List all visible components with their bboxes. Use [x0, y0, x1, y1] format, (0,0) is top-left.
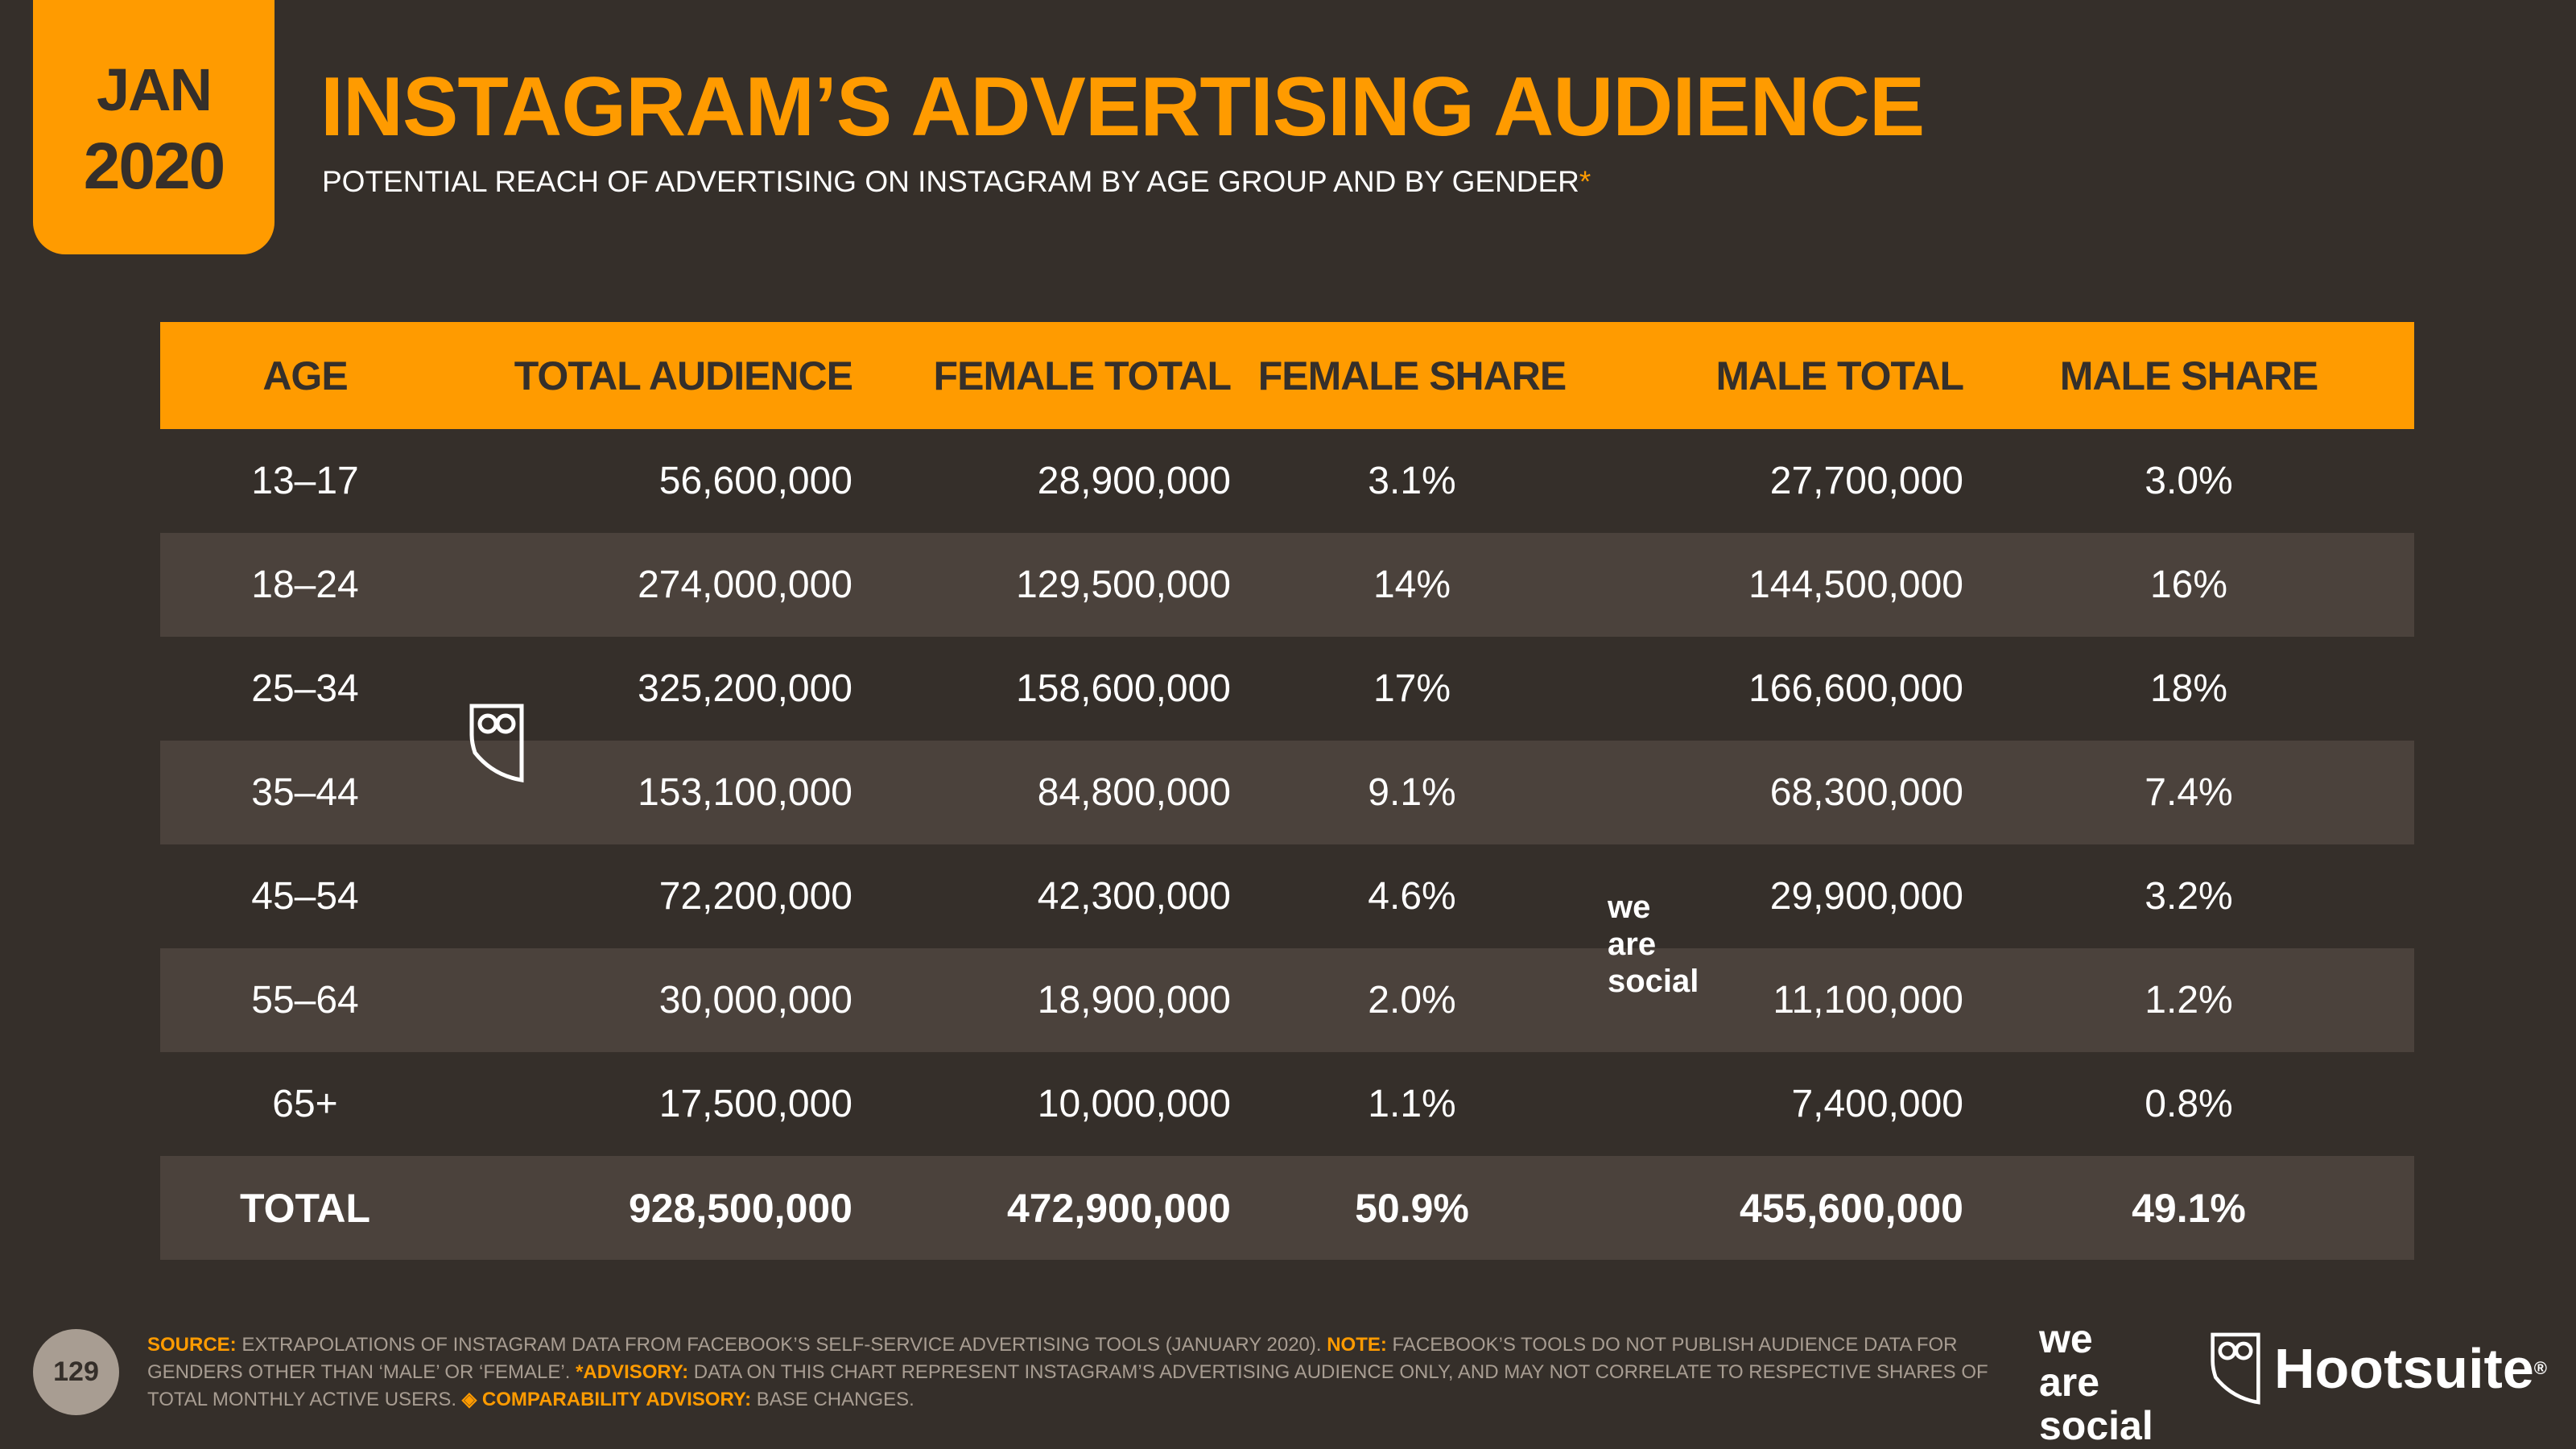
- cell-age: TOTAL: [160, 1156, 450, 1260]
- date-badge: JAN 2020: [33, 0, 275, 254]
- cell-male-total: 7,400,000: [1791, 1083, 1963, 1125]
- cell-male-total: 29,900,000: [1769, 875, 1963, 918]
- header-total-audience: TOTAL AUDIENCE: [450, 322, 853, 429]
- cell-male-total: 455,600,000: [1593, 1156, 1963, 1260]
- cell-female-total: 42,300,000: [1037, 875, 1231, 918]
- cell-total-audience: 56,600,000: [658, 460, 852, 502]
- cell-age: 55–64: [160, 948, 450, 1052]
- header-age: AGE: [160, 322, 450, 429]
- cell-age: 18–24: [160, 533, 450, 637]
- hootsuite-wordmark: Hootsuite®: [2274, 1336, 2547, 1401]
- table-row: 45–54 72,200,000 42,300,000 4.6% 29,900,000 3…: [160, 844, 2414, 948]
- source-label: SOURCE:: [147, 1334, 237, 1356]
- cell-female-total: 129,500,000: [852, 533, 1231, 637]
- cell-female-share: 50.9%: [1231, 1156, 1593, 1260]
- watermark-are: are: [1608, 927, 1657, 962]
- cell-male-share: 16%: [1963, 533, 2414, 637]
- cell-female-total: 10,000,000: [1037, 1083, 1231, 1125]
- table-row: 18–24 274,000,000 129,500,000 14% 144,500,00…: [160, 533, 2414, 637]
- cell-age: 65+: [272, 1083, 338, 1125]
- table-row: 55–64 30,000,000 18,900,000 2.0% 11,100,000 1…: [160, 948, 2414, 1052]
- cell-male-total: 144,500,000: [1593, 533, 1963, 637]
- cell-total-audience: 325,200,000: [638, 667, 852, 710]
- advisory-text: DATA ON THIS CHART REPRESENT INSTAGRAM’S…: [147, 1361, 1988, 1410]
- cell-male-total: 166,600,000: [1748, 667, 1963, 710]
- cell-total-audience: 153,100,000: [450, 741, 852, 844]
- header-male-total: MALE TOTAL: [1593, 322, 1964, 429]
- page-number: 129: [33, 1329, 119, 1415]
- cell-female-share: 4.6%: [1368, 875, 1456, 918]
- cell-male-share: 7.4%: [1963, 741, 2414, 844]
- hootsuite-owl-watermark-icon: [469, 704, 524, 782]
- note-label: NOTE:: [1327, 1334, 1387, 1356]
- cell-female-total: 158,600,000: [1016, 667, 1231, 710]
- cell-male-share: 49.1%: [1963, 1156, 2414, 1260]
- cell-male-share: 0.8%: [2145, 1083, 2233, 1125]
- hootsuite-owl-icon: [2211, 1332, 2260, 1405]
- badge-month: JAN: [96, 56, 213, 123]
- page-title: INSTAGRAM’S ADVERTISING AUDIENCE: [320, 60, 1925, 154]
- subtitle-text: POTENTIAL REACH OF ADVERTISING ON INSTAG…: [322, 165, 1579, 198]
- cell-age: 45–54: [251, 875, 359, 918]
- cell-male-total: 68,300,000: [1593, 741, 1963, 844]
- page-subtitle: POTENTIAL REACH OF ADVERTISING ON INSTAG…: [322, 164, 1591, 200]
- logo-are: are: [2039, 1360, 2100, 1405]
- cell-female-share: 3.1%: [1368, 460, 1456, 502]
- cell-total-audience: 30,000,000: [450, 948, 852, 1052]
- comparability-text: BASE CHANGES.: [751, 1389, 914, 1410]
- footer-notes: SOURCE: EXTRAPOLATIONS OF INSTAGRAM DATA…: [147, 1331, 1999, 1414]
- badge-year: 2020: [83, 130, 225, 203]
- cell-total-audience: 928,500,000: [450, 1156, 852, 1260]
- source-text: EXTRAPOLATIONS OF INSTAGRAM DATA FROM FA…: [236, 1334, 1327, 1356]
- cell-female-total: 84,800,000: [852, 741, 1231, 844]
- subtitle-asterisk: *: [1579, 165, 1591, 198]
- header-female-share: FEMALE SHARE: [1231, 322, 1593, 429]
- cell-female-share: 2.0%: [1231, 948, 1593, 1052]
- cell-male-share: 3.2%: [2145, 875, 2233, 918]
- cell-female-share: 9.1%: [1231, 741, 1593, 844]
- table-header-row: AGE TOTAL AUDIENCE FEMALE TOTAL FEMALE S…: [160, 322, 2414, 429]
- header-female-total: FEMALE TOTAL: [852, 322, 1232, 429]
- cell-total-audience: 72,200,000: [658, 875, 852, 918]
- cell-female-total: 472,900,000: [852, 1156, 1231, 1260]
- table-row: 25–34 325,200,000 158,600,000 17% 166,600,00…: [160, 637, 2414, 741]
- cell-male-share: 18%: [2149, 667, 2228, 710]
- watermark-we: we: [1608, 890, 1651, 925]
- cell-total-audience: 17,500,000: [658, 1083, 852, 1125]
- audience-table: AGE TOTAL AUDIENCE FEMALE TOTAL FEMALE S…: [160, 322, 2414, 1260]
- registered-mark: ®: [2533, 1358, 2547, 1378]
- cell-total-audience: 274,000,000: [450, 533, 852, 637]
- header-male-share: MALE SHARE: [1963, 322, 2414, 429]
- hootsuite-logo: Hootsuite®: [2210, 1328, 2547, 1409]
- cell-male-share: 1.2%: [1963, 948, 2414, 1052]
- cell-age: 35–44: [160, 741, 450, 844]
- cell-male-share: 3.0%: [2145, 460, 2233, 502]
- logo-social: social: [2039, 1403, 2153, 1448]
- cell-age: 13–17: [251, 460, 359, 502]
- cell-female-share: 1.1%: [1368, 1083, 1456, 1125]
- table-row: 35–44 153,100,000 84,800,000 9.1% 68,300,000…: [160, 741, 2414, 844]
- logo-we: we: [2039, 1316, 2093, 1361]
- total-row: TOTAL 928,500,000 472,900,000 50.9% 455,600,…: [160, 1156, 2414, 1260]
- watermark-social: social: [1608, 964, 1699, 999]
- cell-female-share: 14%: [1231, 533, 1593, 637]
- cell-female-total: 18,900,000: [852, 948, 1231, 1052]
- cell-female-total: 28,900,000: [1037, 460, 1231, 502]
- cell-male-total: 27,700,000: [1769, 460, 1963, 502]
- table-row: 13–17 56,600,000 28,900,000 3.1% 27,700,000 3…: [160, 429, 2414, 533]
- note-text: FACEBOOK’S TOOLS DO NOT PUBLISH AUDIENCE…: [147, 1334, 1958, 1383]
- we-are-social-logo: we are social: [2039, 1317, 2153, 1447]
- hootsuite-name: Hootsuite: [2274, 1337, 2534, 1400]
- comparability-label: ◈ COMPARABILITY ADVISORY:: [461, 1389, 752, 1410]
- we-are-social-watermark: we are social: [1608, 889, 1699, 1000]
- advisory-label: *ADVISORY:: [576, 1361, 689, 1383]
- cell-age: 25–34: [251, 667, 359, 710]
- cell-female-share: 17%: [1373, 667, 1451, 710]
- table-row: 65+ 17,500,000 10,000,000 1.1% 7,400,000 0.8%: [160, 1052, 2414, 1156]
- cell-male-total: 11,100,000: [1593, 948, 1963, 1052]
